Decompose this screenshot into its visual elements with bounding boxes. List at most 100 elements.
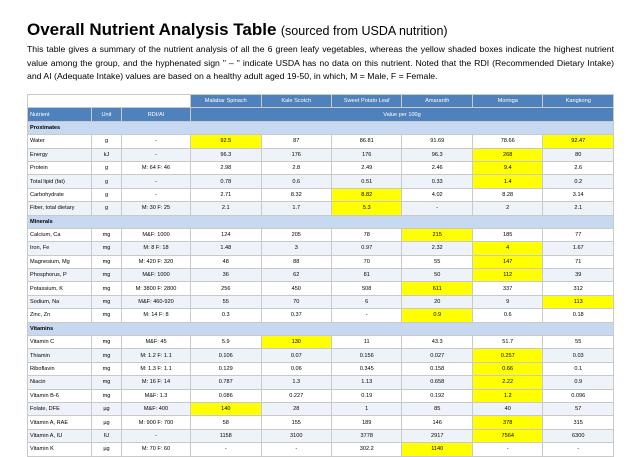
nutrient-name-cell: Zinc, Zn	[27, 308, 92, 323]
highest-value-cell: 215	[401, 227, 473, 243]
value-cell: 55	[190, 294, 262, 310]
value-cell: 256	[190, 281, 262, 296]
rdi-cell: M&F: 45	[120, 335, 192, 350]
highest-value-cell: 1.4	[471, 174, 544, 189]
unit-cell: mg	[91, 375, 122, 390]
value-cell: 8.28	[471, 187, 544, 203]
nutrient-name-cell: Calcium, Ca	[27, 227, 92, 243]
value-cell: -	[330, 308, 403, 323]
unit-cell: g	[91, 174, 122, 189]
veg-header: Sweet Potato Leaf	[330, 93, 403, 109]
value-cell: 2.1	[542, 201, 614, 216]
value-cell: 5.9	[190, 335, 262, 350]
value-cell: 70	[330, 254, 403, 270]
intro-paragraph: This table gives a summary of the nutrie…	[27, 44, 614, 81]
value-cell: 2.98	[190, 160, 262, 176]
value-cell: 146	[401, 415, 473, 430]
unit-cell: mg	[91, 308, 122, 323]
value-cell: 3.14	[542, 187, 614, 203]
value-cell: 0.33	[401, 174, 473, 189]
unit-cell: g	[91, 160, 122, 176]
value-cell: 51.7	[471, 335, 544, 350]
highest-value-cell: 5.3	[330, 201, 403, 216]
highest-value-cell: 0.66	[471, 361, 544, 377]
nutrient-name-cell: Magnesium, Mg	[27, 254, 92, 270]
value-cell: 11	[330, 335, 403, 350]
section-row: Minerals	[27, 214, 614, 229]
value-cell: 0.129	[190, 361, 262, 377]
section-label: Minerals	[27, 214, 614, 229]
section-label: Proximates	[27, 120, 614, 136]
value-cell: 302.2	[330, 442, 403, 457]
value-cell: 6300	[542, 428, 614, 444]
highest-value-cell: 2.22	[471, 375, 544, 390]
value-cell: 1.13	[330, 375, 403, 390]
value-cell: 1.48	[190, 241, 262, 256]
unit-cell: mg	[91, 361, 122, 377]
value-cell: 0.086	[190, 388, 262, 403]
value-cell: 0.3	[190, 308, 262, 323]
value-cell: 0.6	[260, 174, 333, 189]
nutrient-name-cell: Vitamin A, IU	[27, 428, 92, 444]
value-cell: 450	[260, 281, 333, 296]
table-row: Niacin mg M: 16 F: 14 0.787 1.3 1.13 0.658 2.22…	[27, 375, 614, 390]
value-cell: 3	[260, 241, 333, 256]
value-cell: 3100	[260, 428, 333, 444]
rdi-cell: -	[120, 428, 192, 444]
value-cell: -	[471, 442, 544, 457]
value-cell: 48	[190, 254, 262, 270]
value-cell: 80	[542, 147, 614, 162]
veg-header: Kangkong	[542, 93, 614, 109]
highest-value-cell: 147	[471, 254, 544, 270]
value-cell: 86.81	[330, 134, 403, 149]
table-row: Protein g M: 64 F: 46 2.98 2.8 2.49 2.46 9.4 2.6	[27, 160, 614, 176]
highest-value-cell: 1140	[401, 442, 473, 457]
value-cell: 0.03	[542, 348, 614, 363]
value-cell: 62	[260, 268, 333, 283]
value-cell: 81	[330, 268, 403, 283]
value-cell: 70	[260, 294, 333, 310]
value-cell: 0.2	[542, 174, 614, 189]
nutrient-name-cell: Energy	[27, 147, 92, 162]
value-cell: 315	[542, 415, 614, 430]
table-row: Sodium, Na mg M&F: 460-920 55 70 6 20 9 113	[27, 294, 614, 310]
veg-header: Amaranth	[401, 93, 473, 109]
nutrient-name-cell: Protein	[27, 160, 92, 176]
value-cell: 78.66	[471, 134, 544, 149]
rdi-cell: M&F: 1000	[120, 227, 192, 243]
value-cell: 71	[542, 254, 614, 270]
value-cell: 0.97	[330, 241, 403, 256]
rdi-cell: M: 900 F: 700	[120, 415, 192, 430]
rdi-cell: M: 3800 F: 2800	[120, 281, 192, 296]
value-cell: -	[401, 201, 473, 216]
veg-header: Kale Scotch	[260, 93, 333, 109]
value-cell: 1.7	[260, 201, 333, 216]
rdi-cell: M: 8 F: 18	[120, 241, 192, 256]
value-cell: -	[542, 442, 614, 457]
unit-cell: g	[91, 134, 122, 149]
value-cell: 176	[260, 147, 333, 162]
value-cell: 57	[542, 401, 614, 417]
vegetable-header-row: Malabar Spinach Kale Scotch Sweet Potato…	[26, 93, 614, 109]
rdi-cell: M: 1.3 F: 1.1	[120, 361, 192, 377]
highest-value-cell: 0.9	[401, 308, 473, 323]
unit-cell: kJ	[91, 147, 122, 162]
table-row: Fiber, total dietary g M: 30 F: 25 2.1 1.7 5.…	[27, 201, 614, 216]
table-row: Folate, DFE µg M&F: 400 140 28 1 85 40 57	[27, 401, 614, 417]
value-cell: 2.71	[190, 187, 262, 203]
value-cell: 40	[471, 401, 544, 417]
value-cell: -	[260, 442, 333, 457]
value-cell: 2917	[401, 428, 473, 444]
table-row: Energy kJ -96.3 176 176 96.3 268 80	[27, 147, 614, 162]
nutrient-name-cell: Vitamin A, RAE	[27, 415, 92, 430]
value-cell: 0.06	[260, 361, 333, 377]
value-cell: 1	[330, 401, 403, 417]
highest-value-cell: 92.47	[542, 134, 614, 149]
unit-cell: mg	[91, 281, 122, 296]
value-cell: 2	[471, 201, 544, 216]
section-row: Vitamins	[27, 321, 614, 337]
unit-cell: IU	[91, 428, 122, 444]
nutrient-name-cell: Water	[27, 134, 92, 149]
